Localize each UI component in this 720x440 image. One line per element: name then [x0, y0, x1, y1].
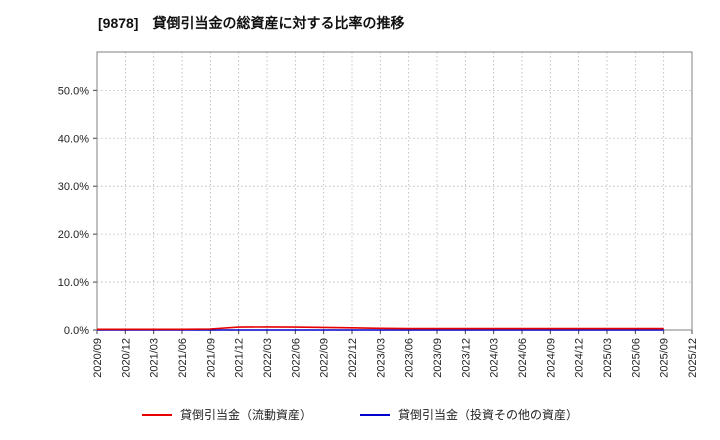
svg-text:2022/06: 2022/06 — [290, 338, 302, 378]
line-chart-plot: 0.0% 10.0% 20.0% 30.0% 40.0% 50.0% 2020/09 2020… — [58, 51, 699, 378]
svg-text:40.0%: 40.0% — [58, 133, 89, 145]
red-line-swatch — [141, 413, 172, 416]
svg-text:2023/06: 2023/06 — [404, 338, 416, 378]
svg-text:2025/09: 2025/09 — [659, 338, 671, 378]
svg-text:2021/12: 2021/12 — [234, 338, 246, 378]
svg-text:2022/12: 2022/12 — [347, 338, 359, 378]
svg-text:2025/12: 2025/12 — [687, 338, 699, 378]
svg-text:10.0%: 10.0% — [58, 277, 89, 289]
svg-text:2024/03: 2024/03 — [489, 338, 501, 378]
chart-title: [9878] 貸倒引当金の総資産に対する比率の推移 — [98, 15, 405, 31]
svg-text:20.0%: 20.0% — [58, 229, 89, 241]
svg-text:2024/12: 2024/12 — [574, 338, 586, 378]
legend-label-current-assets: 貸倒引当金（流動資産） — [179, 408, 312, 422]
svg-text:2024/06: 2024/06 — [517, 338, 529, 378]
svg-text:2021/09: 2021/09 — [205, 338, 217, 378]
svg-text:2022/09: 2022/09 — [319, 338, 331, 378]
svg-text:2023/09: 2023/09 — [432, 338, 444, 378]
svg-text:2022/03: 2022/03 — [262, 338, 274, 378]
legend-item-allowance-investments: 貸倒引当金（投資その他の資産） — [360, 406, 578, 423]
svg-text:2020/09: 2020/09 — [92, 338, 104, 378]
svg-text:50.0%: 50.0% — [58, 85, 89, 97]
svg-text:2023/03: 2023/03 — [375, 338, 387, 378]
legend: 貸倒引当金（流動資産） 貸倒引当金（投資その他の資産） — [0, 406, 720, 423]
svg-text:2021/06: 2021/06 — [177, 338, 189, 378]
svg-text:2024/09: 2024/09 — [545, 338, 557, 378]
svg-text:2023/12: 2023/12 — [460, 338, 472, 378]
legend-label-investments: 貸倒引当金（投資その他の資産） — [398, 408, 579, 422]
svg-text:2025/06: 2025/06 — [630, 338, 642, 378]
svg-text:2020/12: 2020/12 — [120, 338, 132, 378]
svg-text:0.0%: 0.0% — [64, 325, 89, 337]
blue-line-swatch — [360, 413, 390, 416]
svg-text:30.0%: 30.0% — [58, 181, 89, 193]
svg-text:2021/03: 2021/03 — [149, 338, 161, 378]
svg-text:2025/03: 2025/03 — [602, 338, 614, 378]
legend-item-allowance-current-assets: 貸倒引当金（流動資産） — [141, 406, 312, 423]
